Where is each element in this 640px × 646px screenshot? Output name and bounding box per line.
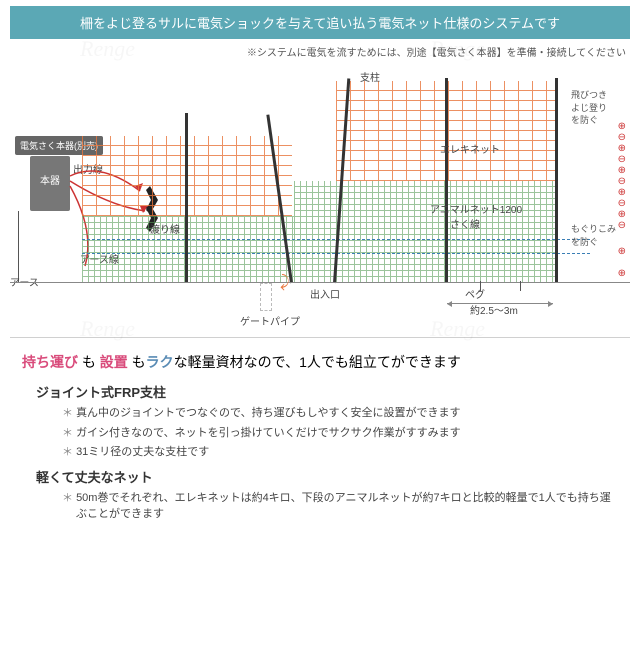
spacing-dimension — [447, 303, 553, 304]
section-1-head: ジョイント式FRP支柱 — [36, 382, 618, 401]
crossing-wire-label: 渡り線 — [150, 221, 180, 236]
ground-line — [10, 282, 630, 283]
system-diagram: 電気さく本器(別売) 本器 出力線 アース アース線 ⤸ 支柱 エレキネット ア… — [10, 71, 630, 331]
peg-label: ペグ — [465, 286, 485, 301]
polarity-bot: ⊕ ⊕ — [618, 246, 626, 279]
peg-2 — [520, 281, 521, 291]
highlight-line: 持ち運び も 設置 もラクな軽量資材なので、1人でも組立てができます — [22, 352, 618, 372]
bullet-1-2: ガイシ付きなので、ネットを引っ掛けていくだけでサクサク作業がすすみます — [62, 425, 618, 442]
gate-pipe — [260, 283, 272, 311]
polarity-top: ⊕ ⊖ ⊕ ⊖ ⊕ ⊖ ⊕ ⊖ ⊕ ⊖ — [618, 121, 626, 231]
header-title: 柵をよじ登るサルに電気ショックを与えて追い払う電気ネット仕様のシステムです — [10, 6, 630, 39]
bullet-2-1: 50m巻でそれぞれ、エレキネットは約4キロ、下段のアニマルネットが約7キロと比較… — [62, 490, 618, 523]
gate-pipe-label: ゲートパイプ — [240, 313, 300, 328]
post-5 — [555, 78, 558, 283]
animal-net-left — [82, 216, 294, 283]
section-2-head: 軽くて丈夫なネット — [36, 467, 618, 486]
post-label: 支柱 — [360, 69, 380, 84]
spacing-label: 約2.5〜3m — [470, 302, 518, 317]
earth-line — [18, 211, 19, 283]
ereki-net-label: エレキネット — [440, 141, 500, 156]
gate-opening-label: 出入口 — [310, 286, 340, 301]
post-1 — [185, 113, 188, 283]
bottom-info: 持ち運び も 設置 もラクな軽量資材なので、1人でも組立てができます ジョイント… — [0, 344, 640, 534]
gate-arrow-icon: ⤸ — [280, 274, 290, 292]
bullet-1-3: 31ミリ径の丈夫な支柱です — [62, 444, 618, 461]
post-4 — [445, 78, 448, 283]
energizer-box: 本器 — [30, 156, 70, 211]
animal-net-label: アニマルネット1200 — [430, 201, 522, 216]
fence-wire-label: さく線 — [450, 216, 480, 231]
bullet-1-1: 真ん中のジョイントでつなぐので、持ち運びもしやすく安全に設置ができます — [62, 405, 618, 422]
